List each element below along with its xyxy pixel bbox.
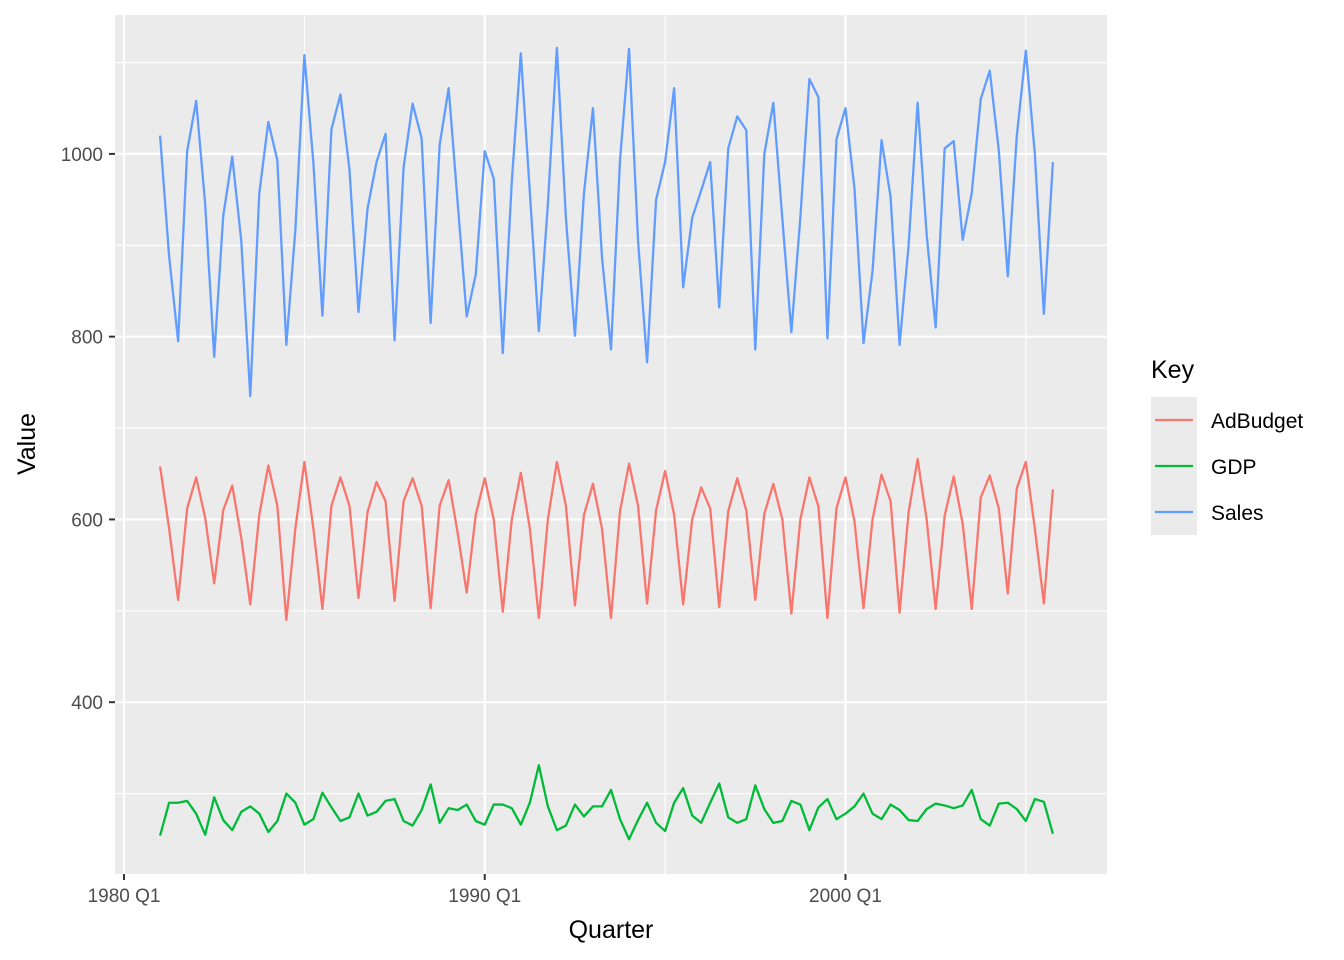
x-tick-label: 1980 Q1 [88,886,161,907]
x-tick-label: 1990 Q1 [448,886,521,907]
legend: Key AdBudget GDP Sales [1151,356,1303,535]
series-line-sales [158,46,1055,398]
legend-label-sales: Sales [1211,502,1264,525]
x-axis: 1980 Q1 1990 Q1 2000 Q1 [88,874,882,907]
y-axis: 400 600 800 1000 [61,145,115,714]
legend-label-adbudget: AdBudget [1211,410,1303,433]
x-axis-title: Quarter [569,916,654,944]
series-line-gdp [158,764,1054,841]
y-axis-title: Value [13,413,41,475]
series-line-adbudget [158,457,1055,622]
legend-label-gdp: GDP [1211,456,1257,479]
series-lines [158,46,1055,841]
y-tick-label: 400 [71,693,103,714]
plot-panel [115,15,1107,874]
y-tick-label: 1000 [61,145,103,166]
y-tick-label: 800 [71,328,103,349]
x-tick-label: 2000 Q1 [809,886,882,907]
y-tick-label: 600 [71,510,103,531]
legend-title: Key [1151,356,1195,384]
